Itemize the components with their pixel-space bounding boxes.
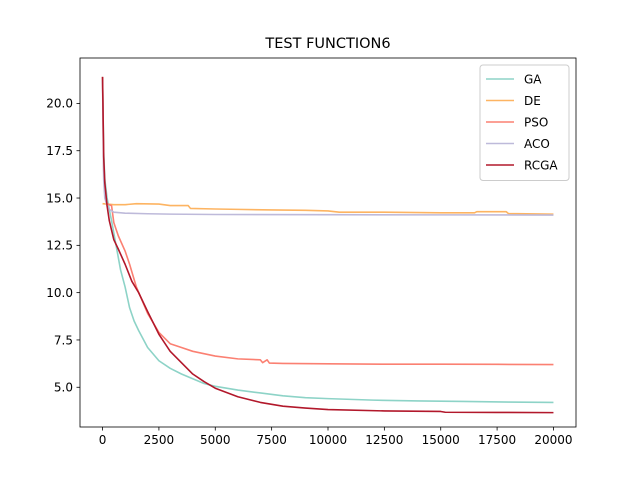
legend-label-de: DE [524, 94, 541, 108]
legend-label-rcga: RCGA [524, 158, 558, 172]
y-tick-label: 20.0 [46, 97, 73, 111]
axes: 0 2500 5000 7500 10000 12500 15000 17500 20000 5.… [46, 57, 577, 447]
y-tick-label: 10.0 [46, 286, 73, 300]
x-tick-label: 10000 [309, 433, 347, 447]
x-tick-label: 15000 [422, 433, 460, 447]
y-tick-label: 15.0 [46, 191, 73, 205]
y-tick-label: 12.5 [46, 239, 73, 253]
x-tick-label: 0 [99, 433, 107, 447]
y-tick-label: 5.0 [54, 381, 73, 395]
x-tick-label: 17500 [478, 433, 516, 447]
x-tick-label: 7500 [256, 433, 287, 447]
legend-label-aco: ACO [524, 137, 550, 151]
series-line-ga [101, 76, 554, 404]
x-tick-label: 5000 [200, 433, 231, 447]
legend-label-pso: PSO [524, 115, 548, 129]
legend: GA DE PSO ACO RCGA [479, 64, 570, 181]
x-tick-label: 2500 [144, 433, 175, 447]
legend-box [479, 64, 570, 181]
x-tick-label: 12500 [365, 433, 403, 447]
series-line-rcga [101, 76, 554, 414]
y-tick-label: 7.5 [54, 333, 73, 347]
series-line-aco [101, 80, 554, 216]
x-tick-label: 20000 [534, 433, 572, 447]
series-lines [101, 76, 554, 414]
chart-title: TEST FUNCTION6 [264, 36, 390, 52]
y-tick-label: 17.5 [46, 144, 73, 158]
legend-label-ga: GA [524, 72, 542, 86]
series-line-de [102, 202, 554, 215]
